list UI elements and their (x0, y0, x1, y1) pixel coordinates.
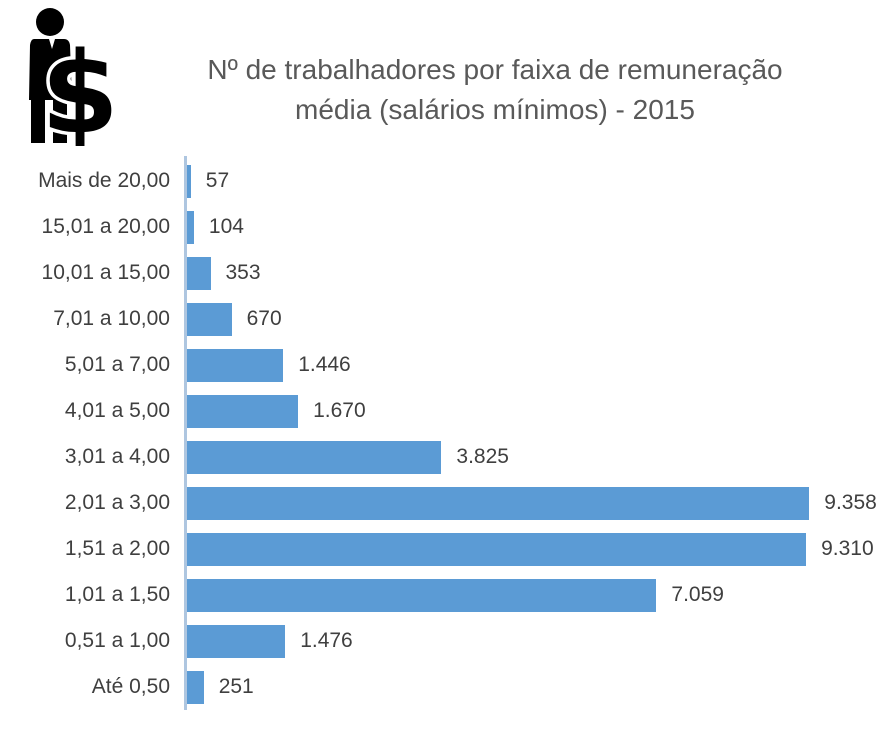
plot-area: 1.670 (187, 394, 894, 428)
chart-row: Até 0,50 251 (0, 664, 894, 710)
bar (187, 624, 286, 658)
plot-area: 9.310 (187, 532, 894, 566)
bar (187, 394, 299, 428)
person-leg (31, 95, 45, 143)
chart-row: Mais de 20,00 57 (0, 158, 894, 204)
bar (187, 532, 807, 566)
bar (187, 210, 194, 244)
chart-title: Nº de trabalhadores por faixa de remuner… (100, 50, 890, 130)
value-label: 9.310 (821, 537, 874, 560)
chart-row: 1,01 a 1,50 7.059 (0, 572, 894, 618)
chart-row: 0,51 a 1,00 1.476 (0, 618, 894, 664)
category-label: Até 0,50 (91, 675, 170, 698)
chart-row: 15,01 a 20,00 104 (0, 204, 894, 250)
plot-area: 670 (187, 302, 894, 336)
plot-area: 104 (187, 210, 894, 244)
category-label: 5,01 a 7,00 (64, 353, 170, 376)
bar (187, 164, 191, 198)
person-with-dollar-icon: $ (29, 8, 122, 163)
value-label: 1.446 (298, 353, 351, 376)
plot-area: 1.446 (187, 348, 894, 382)
category-label: 0,51 a 1,00 (64, 629, 170, 652)
dollar-sign-glyph: $ (41, 29, 112, 146)
person-with-dollar-icon: $ (12, 4, 122, 163)
chart-row: 2,01 a 3,00 9.358 (0, 480, 894, 526)
category-label: 2,01 a 3,00 (64, 491, 170, 514)
y-axis-line (184, 156, 187, 710)
value-label: 670 (246, 307, 282, 330)
bar (187, 670, 204, 704)
bar (187, 440, 442, 474)
category-label: 15,01 a 20,00 (41, 215, 170, 238)
person-torso (29, 39, 72, 100)
value-label: 57 (205, 169, 230, 192)
chart-title-line1: Nº de trabalhadores por faixa de remuner… (207, 54, 783, 85)
value-label: 353 (225, 261, 261, 284)
plot-area: 251 (187, 670, 894, 704)
category-label: 3,01 a 4,00 (64, 445, 170, 468)
plot-area: 7.059 (187, 578, 894, 612)
person-head (36, 8, 64, 36)
chart-row: 4,01 a 5,00 1.670 (0, 388, 894, 434)
bar (187, 256, 211, 290)
category-label: 1,01 a 1,50 (64, 583, 170, 606)
category-label: 7,01 a 10,00 (53, 307, 170, 330)
bar (187, 302, 232, 336)
category-label: 4,01 a 5,00 (64, 399, 170, 422)
bar (187, 486, 810, 520)
category-label: Mais de 20,00 (38, 169, 170, 192)
value-label: 3.825 (456, 445, 509, 468)
plot-area: 353 (187, 256, 894, 290)
chart-row: 3,01 a 4,00 3.825 (0, 434, 894, 480)
value-label: 251 (218, 675, 254, 698)
value-label: 104 (208, 215, 244, 238)
person-leg (53, 95, 67, 143)
chart-title-line2: média (salários mínimos) - 2015 (295, 94, 695, 125)
chart-row: 1,51 a 2,00 9.310 (0, 526, 894, 572)
plot-area: 57 (187, 164, 894, 198)
value-label: 7.059 (671, 583, 724, 606)
bar-chart: Mais de 20,00 57 15,01 a 20,00 104 10,01 a 1… (0, 158, 894, 710)
value-label: 1.670 (313, 399, 366, 422)
chart-row: 10,01 a 15,00 353 (0, 250, 894, 296)
category-label: 1,51 a 2,00 (64, 537, 170, 560)
plot-area: 1.476 (187, 624, 894, 658)
bar (187, 348, 284, 382)
bar (187, 578, 657, 612)
value-label: 1.476 (300, 629, 353, 652)
category-label: 10,01 a 15,00 (41, 261, 170, 284)
chart-row: 7,01 a 10,00 670 (0, 296, 894, 342)
chart-row: 5,01 a 7,00 1.446 (0, 342, 894, 388)
plot-area: 3.825 (187, 440, 894, 474)
value-label: 9.358 (824, 491, 877, 514)
plot-area: 9.358 (187, 486, 894, 520)
